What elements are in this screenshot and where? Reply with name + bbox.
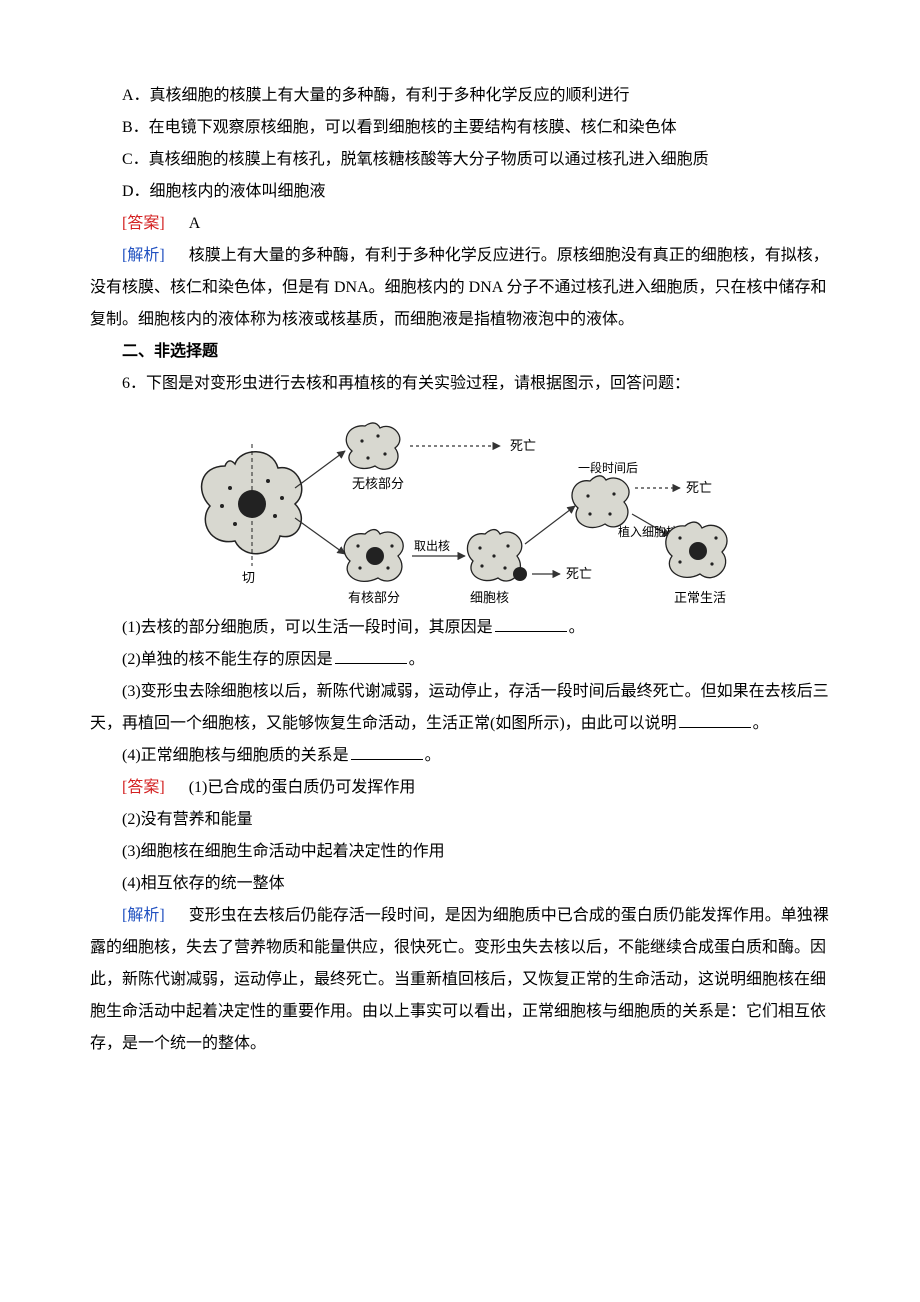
q6-sub1: (1)去核的部分细胞质，可以生活一段时间，其原因是 。 <box>90 612 830 644</box>
spacer <box>169 215 185 232</box>
q5-analysis-text: 核膜上有大量的多种酶，有利于多种化学反应进行。原核细胞没有真正的细胞核，有拟核，… <box>90 247 829 328</box>
diagram-label-removenucleus: 取出核 <box>414 539 450 553</box>
amoeba-nonucleus-icon <box>346 423 400 469</box>
q6-diagram: 切 无核部分 死亡 有核部分 取出核 细胞核 死亡 一段时间后 <box>180 406 740 606</box>
section2-heading: 二、非选择题 <box>90 336 830 368</box>
blank <box>679 712 751 728</box>
nucleus-isolated-icon <box>513 567 527 581</box>
answer-label: [答案] <box>122 215 165 232</box>
period: 。 <box>425 747 441 764</box>
q6-ans4: (4)相互依存的统一整体 <box>90 868 830 900</box>
q6-sub2-text: (2)单独的核不能生存的原因是 <box>122 651 333 668</box>
diagram-label-nonucleus: 无核部分 <box>352 476 404 491</box>
diagram-label-hasnucleus: 有核部分 <box>348 590 400 605</box>
blank <box>351 744 423 760</box>
amoeba-normal-icon <box>666 522 727 578</box>
diagram-label-death3: 死亡 <box>686 480 712 495</box>
analysis-label: [解析] <box>122 907 165 924</box>
q5-option-d: D．细胞核内的液体叫细胞液 <box>90 176 830 208</box>
spacer <box>169 779 185 796</box>
q6-analysis-text: 变形虫在去核后仍能存活一段时间，是因为细胞质中已合成的蛋白质仍能发挥作用。单独裸… <box>90 907 829 1052</box>
amoeba-aftertime-icon <box>572 476 629 528</box>
diagram-label-cut: 切 <box>242 570 255 585</box>
q6-answer-line: [答案] (1)已合成的蛋白质仍可发挥作用 <box>90 772 830 804</box>
q6-stem-text: 下图是对变形虫进行去核和再植核的有关实验过程，请根据图示，回答问题： <box>146 375 690 392</box>
q5-analysis: [解析] 核膜上有大量的多种酶，有利于多种化学反应进行。原核细胞没有真正的细胞核… <box>90 240 830 336</box>
diagram-label-aftertime: 一段时间后 <box>578 460 638 475</box>
q6-sub4: (4)正常细胞核与细胞质的关系是 。 <box>90 740 830 772</box>
q5-option-c: C．真核细胞的核膜上有核孔，脱氧核糖核酸等大分子物质可以通过核孔进入细胞质 <box>90 144 830 176</box>
diagram-label-death1: 死亡 <box>510 438 536 453</box>
q6-analysis: [解析] 变形虫在去核后仍能存活一段时间，是因为细胞质中已合成的蛋白质仍能发挥作… <box>90 900 830 1060</box>
q5-option-a: A．真核细胞的核膜上有大量的多种酶，有利于多种化学反应的顺利进行 <box>90 80 830 112</box>
q6-sub2: (2)单独的核不能生存的原因是 。 <box>90 644 830 676</box>
diagram-label-death2: 死亡 <box>566 566 592 581</box>
q6-sub4-text: (4)正常细胞核与细胞质的关系是 <box>122 747 349 764</box>
q5-option-b: B．在电镜下观察原核细胞，可以看到细胞核的主要结构有核膜、核仁和染色体 <box>90 112 830 144</box>
period: 。 <box>409 651 425 668</box>
diagram-label-normal: 正常生活 <box>674 590 726 605</box>
period: 。 <box>569 619 585 636</box>
q5-answer-value: A <box>189 215 201 232</box>
answer-label: [答案] <box>122 779 165 796</box>
q6-ans1: (1)已合成的蛋白质仍可发挥作用 <box>189 779 416 796</box>
q6-sub1-text: (1)去核的部分细胞质，可以生活一段时间，其原因是 <box>122 619 493 636</box>
analysis-label: [解析] <box>122 247 165 264</box>
amoeba-hasnucleus-icon <box>344 530 403 582</box>
arrow-to-nonucleus <box>295 451 345 488</box>
period: 。 <box>753 715 769 732</box>
q6-sub3: (3)变形虫去除细胞核以后，新陈代谢减弱，运动停止，存活一段时间后最终死亡。但如… <box>90 676 830 740</box>
spacer <box>169 907 185 924</box>
blank <box>495 616 567 632</box>
q6-number: 6． <box>122 375 146 392</box>
q6-ans2: (2)没有营养和能量 <box>90 804 830 836</box>
q6-stem: 6．下图是对变形虫进行去核和再植核的有关实验过程，请根据图示，回答问题： <box>90 368 830 400</box>
q5-answer-line: [答案] A <box>90 208 830 240</box>
arrow-to-hasnucleus <box>295 518 345 554</box>
q6-ans3: (3)细胞核在细胞生命活动中起着决定性的作用 <box>90 836 830 868</box>
diagram-label-nucleus: 细胞核 <box>470 590 509 605</box>
blank <box>335 648 407 664</box>
arrow-to-aftertime <box>525 506 575 544</box>
spacer <box>169 247 185 264</box>
